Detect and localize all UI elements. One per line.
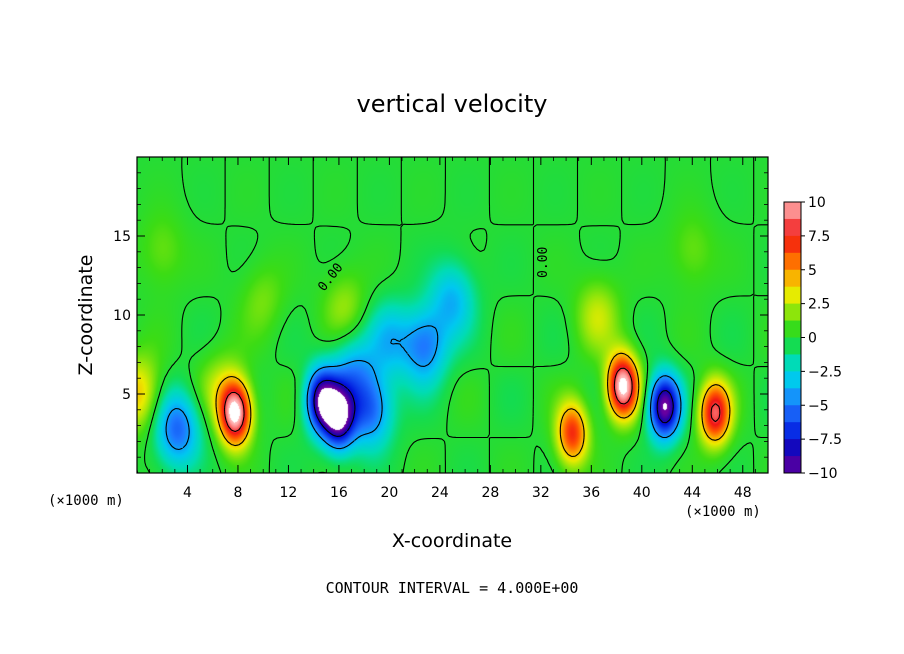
colorbar-block-4 [784, 269, 801, 288]
contour-level--4 [165, 325, 682, 451]
x-tick-label-4: 4 [183, 485, 192, 501]
x-tick-label-24: 24 [431, 485, 449, 501]
colorbar-block-11 [784, 388, 801, 406]
y-axis-ticks: 5 10 15 [113, 172, 768, 458]
x-tick-label-40: 40 [633, 485, 651, 501]
x-axis-label: X-coordinate [392, 530, 512, 552]
contour-level-8 [223, 367, 721, 433]
y-tick-label-5: 5 [122, 387, 131, 403]
colorbar-block-3 [784, 252, 801, 271]
x-tick-label-32: 32 [532, 485, 550, 501]
x-unit-left: (×1000 m) [48, 493, 124, 509]
colorbar-block-12 [784, 405, 801, 423]
colorbar-tick-label-1: 7.5 [808, 229, 830, 245]
x-tick-label-16: 16 [330, 485, 348, 501]
x-unit-right: (×1000 m) [685, 504, 761, 520]
colorbar-block-15 [784, 456, 801, 474]
colorbar-tick-label-5: −2.5 [808, 364, 842, 380]
y-tick-label-15: 15 [113, 229, 131, 245]
colorbar-block-7 [784, 320, 801, 338]
heatmap-field [137, 157, 768, 473]
colorbar-blocks [784, 202, 801, 474]
colorbar: 10 7.5 5 2.5 0 −2.5 −5 −7.5 −10 [783, 195, 842, 482]
colorbar-block-5 [784, 286, 801, 305]
colorbar-block-10 [784, 371, 801, 389]
colorbar-tick-label-3: 2.5 [808, 297, 830, 313]
x-tick-label-8: 8 [233, 485, 242, 501]
x-tick-label-12: 12 [280, 485, 298, 501]
colorbar-tick-label-0: 10 [808, 195, 826, 211]
x-tick-label-44: 44 [683, 485, 701, 501]
colorbar-block-0 [784, 202, 801, 220]
colorbar-tick-label-2: 5 [808, 263, 817, 279]
colorbar-ticks: 10 7.5 5 2.5 0 −2.5 −5 −7.5 −10 [801, 195, 842, 482]
x-tick-label-36: 36 [582, 485, 600, 501]
y-axis-label: Z-coordinate [75, 255, 97, 376]
colorbar-tick-label-7: −7.5 [808, 432, 842, 448]
chart-title: vertical velocity [357, 90, 548, 118]
contour-level--8 [313, 379, 674, 437]
colorbar-block-13 [784, 422, 801, 440]
colorbar-block-9 [784, 354, 801, 372]
y-tick-label-10: 10 [113, 308, 131, 324]
contour-interval-note: CONTOUR INTERVAL = 4.000E+00 [326, 579, 579, 597]
contour-lines [136, 156, 768, 474]
colorbar-block-14 [784, 439, 801, 457]
colorbar-block-1 [784, 218, 801, 237]
colorbar-tick-label-8: −10 [808, 466, 838, 482]
colorbar-tick-label-4: 0 [808, 331, 817, 347]
colorbar-block-6 [784, 303, 801, 322]
colorbar-tick-label-6: −5 [808, 398, 829, 414]
contour-level-4 [215, 352, 731, 458]
x-axis-ticks: 4 8 12 16 20 24 28 32 36 40 44 48 [149, 157, 756, 501]
x-tick-label-20: 20 [380, 485, 398, 501]
contour-label-right: 0.00 [536, 247, 551, 278]
colorbar-block-8 [784, 337, 801, 355]
x-tick-label-48: 48 [734, 485, 752, 501]
heatmap-field-wrapper [137, 157, 768, 473]
colorbar-block-2 [784, 235, 801, 254]
x-tick-label-28: 28 [481, 485, 499, 501]
